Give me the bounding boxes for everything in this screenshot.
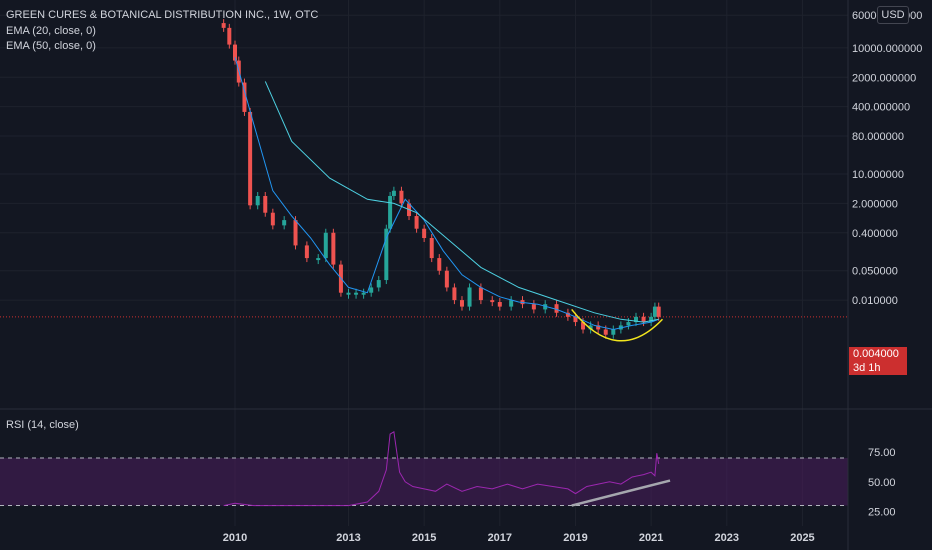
rsi-tick-label: 25.00	[868, 507, 896, 519]
candle	[248, 111, 253, 206]
candle-series	[221, 19, 661, 339]
currency-button[interactable]: USD	[877, 6, 909, 24]
candle	[304, 245, 309, 259]
price-tick-label: 400.000000	[852, 102, 910, 114]
time-tick-label: 2025	[790, 532, 814, 544]
candle	[656, 306, 661, 317]
candle	[444, 270, 449, 288]
time-tick-label: 2013	[336, 532, 360, 544]
time-tick-label: 2019	[563, 532, 587, 544]
candle	[497, 302, 502, 307]
candle	[282, 220, 287, 226]
candle	[633, 316, 638, 323]
candle	[459, 300, 464, 307]
candle	[361, 292, 366, 295]
time-tick-label: 2023	[715, 532, 739, 544]
price-tick-label: 80.000000	[852, 131, 904, 143]
price-tick-label: 2.000000	[852, 198, 898, 210]
ema50-line	[264, 81, 659, 323]
rsi-tick-label: 50.00	[868, 477, 896, 489]
rsi-line	[223, 430, 660, 507]
time-tick-label: 2017	[488, 532, 512, 544]
candle	[626, 322, 631, 326]
candle	[369, 287, 374, 293]
price-tick-label: 10000.000000	[852, 43, 922, 55]
countdown-label: 3d 1h	[849, 361, 907, 375]
candle	[478, 287, 483, 301]
rsi-trendline-drawing[interactable]	[571, 479, 671, 507]
candle	[603, 329, 608, 335]
candle	[573, 316, 578, 323]
candle	[554, 304, 559, 313]
time-tick-label: 2010	[223, 532, 247, 544]
price-tick-label: 0.400000	[852, 228, 898, 240]
candle	[641, 316, 646, 323]
price-tick-label: 2000.000000	[852, 72, 916, 84]
candle	[422, 228, 427, 239]
candle	[649, 316, 654, 323]
candle	[331, 232, 336, 265]
candle	[531, 304, 536, 310]
candle	[652, 306, 657, 317]
rsi-band	[0, 457, 848, 506]
ema20-legend[interactable]: EMA (20, close, 0)	[6, 25, 96, 37]
candle	[452, 287, 457, 301]
candle	[467, 287, 472, 307]
price-axis[interactable]: 60000.00000010000.0000002000.000000400.0…	[852, 10, 922, 307]
candle	[270, 212, 275, 226]
price-tick-label: 0.050000	[852, 266, 898, 278]
rsi-legend[interactable]: RSI (14, close)	[6, 419, 79, 431]
candle	[323, 232, 328, 259]
candle	[588, 325, 593, 330]
cup-curve-drawing[interactable]	[571, 308, 664, 342]
candle	[429, 238, 434, 259]
candle	[263, 195, 268, 213]
candle	[414, 216, 419, 229]
candle	[581, 322, 586, 330]
price-tick-label: 10.000000	[852, 169, 904, 181]
last-price-label: 0.004000	[849, 347, 907, 361]
candle	[399, 190, 404, 204]
candle	[227, 27, 232, 45]
rsi-axis[interactable]: 75.00 50.00 25.00	[868, 447, 896, 519]
candle	[543, 304, 548, 310]
candle	[233, 44, 237, 61]
candle	[565, 312, 570, 317]
rsi-tick-label: 75.00	[868, 447, 896, 459]
candle	[596, 325, 601, 330]
time-tick-label: 2015	[412, 532, 436, 544]
candle	[255, 195, 260, 206]
candle	[490, 300, 495, 303]
candle	[376, 280, 381, 288]
candle	[384, 228, 389, 281]
candle	[388, 195, 393, 229]
candle	[391, 190, 396, 196]
candle	[221, 23, 226, 28]
candle	[346, 292, 351, 295]
candle	[437, 258, 442, 271]
candle	[354, 292, 359, 295]
candle	[316, 258, 321, 261]
ema50-legend[interactable]: EMA (50, close, 0)	[6, 40, 96, 52]
time-axis[interactable]: 2010 2013 2015 2017 2019 2021 2023 2025	[223, 532, 815, 544]
candle	[611, 329, 616, 335]
price-tick-label: 0.010000	[852, 295, 898, 307]
candle	[242, 82, 247, 112]
candle	[293, 220, 298, 246]
candle	[509, 300, 514, 307]
time-tick-label: 2021	[639, 532, 663, 544]
ema20-line	[234, 57, 659, 331]
symbol-legend[interactable]: GREEN CURES & BOTANICAL DISTRIBUTION INC…	[6, 9, 319, 21]
